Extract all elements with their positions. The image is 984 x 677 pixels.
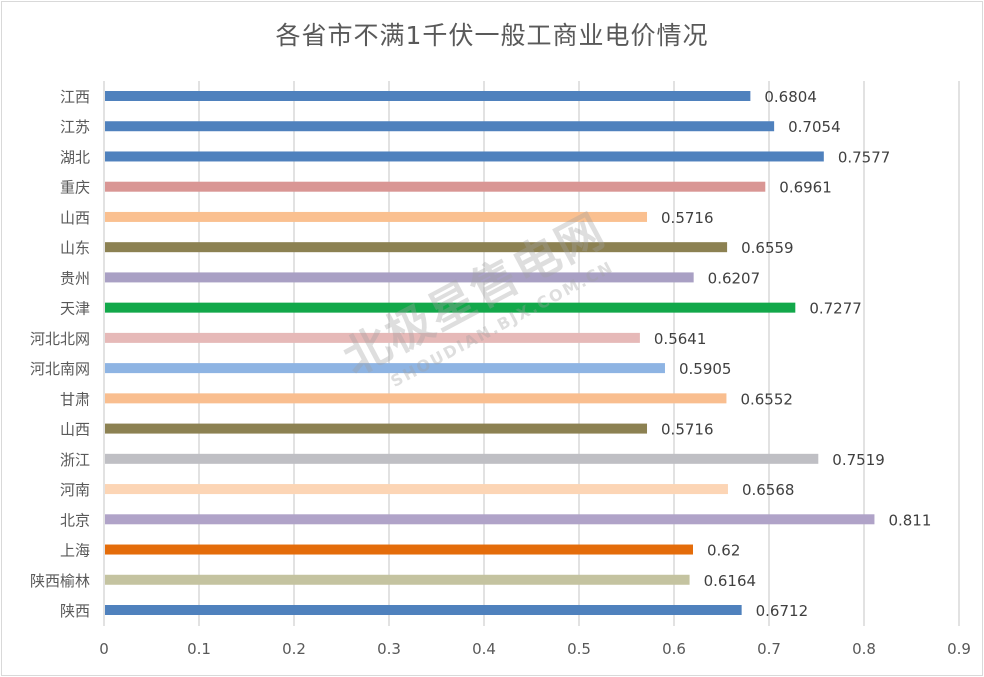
x-tick-label: 0.1: [187, 640, 211, 658]
bar: [105, 272, 694, 283]
data-label: 0.7277: [809, 300, 862, 318]
y-category-label: 天津: [60, 300, 90, 318]
y-category-label: 陕西榆林: [30, 572, 90, 590]
data-label: 0.7054: [788, 118, 841, 136]
x-tick-label: 0.4: [472, 640, 496, 658]
x-tick-label: 0.8: [852, 640, 876, 658]
data-label: 0.6164: [704, 572, 757, 590]
data-label: 0.6207: [708, 269, 761, 287]
x-tick-label: 0.6: [662, 640, 686, 658]
bar: [105, 332, 640, 343]
y-category-label: 甘肃: [60, 390, 90, 408]
bar: [105, 302, 796, 313]
y-category-label: 山东: [60, 239, 90, 257]
y-category-label: 重庆: [60, 179, 90, 197]
y-category-label: 浙江: [60, 451, 90, 469]
x-tick-label: 0.3: [377, 640, 401, 658]
y-category-label: 山西: [60, 421, 90, 439]
data-label: 0.5641: [654, 330, 707, 348]
bar: [105, 423, 648, 434]
bar: [105, 544, 693, 555]
y-category-label: 陕西: [60, 602, 90, 620]
data-label: 0.6559: [741, 239, 794, 257]
data-label: 0.6552: [740, 390, 793, 408]
data-label: 0.811: [888, 511, 931, 529]
y-category-label: 河南: [60, 481, 90, 499]
y-category-label: 河北南网: [30, 360, 90, 378]
y-category-label: 河北北网: [30, 330, 90, 348]
bar: [105, 91, 751, 101]
y-category-label: 湖北: [60, 148, 90, 166]
data-label: 0.6961: [779, 179, 832, 197]
y-category-label: 江西: [60, 88, 90, 106]
data-label: 0.6804: [764, 88, 817, 106]
data-label: 0.7577: [838, 148, 891, 166]
y-category-label: 北京: [60, 511, 90, 529]
data-label: 0.62: [707, 542, 740, 560]
bar: [105, 393, 727, 404]
bar: [105, 484, 728, 495]
chart-title: 各省市不满1千伏一般工商业电价情况: [275, 21, 709, 50]
y-category-label: 山西: [60, 209, 90, 227]
y-category-label: 贵州: [60, 269, 90, 287]
y-category-label: 江苏: [60, 118, 90, 136]
bar: [105, 605, 742, 615]
y-category-label: 上海: [60, 542, 90, 560]
bar: [105, 514, 875, 525]
data-label: 0.5905: [679, 360, 732, 378]
bar: [105, 363, 665, 374]
bar: [105, 453, 819, 464]
x-tick-label: 0: [99, 640, 109, 658]
bar: [105, 574, 690, 585]
bar: [105, 151, 824, 162]
data-label: 0.6712: [756, 602, 809, 620]
x-tick-label: 0.5: [567, 640, 591, 658]
x-tick-label: 0.9: [947, 640, 971, 658]
bar: [105, 242, 728, 253]
data-label: 0.7519: [832, 451, 885, 469]
bar: [105, 211, 648, 222]
data-label: 0.5716: [661, 209, 714, 227]
x-tick-label: 0.2: [282, 640, 306, 658]
bar: [105, 181, 766, 192]
x-tick-label: 0.7: [757, 640, 781, 658]
data-label: 0.6568: [742, 481, 795, 499]
data-label: 0.5716: [661, 421, 714, 439]
bar: [105, 121, 775, 132]
